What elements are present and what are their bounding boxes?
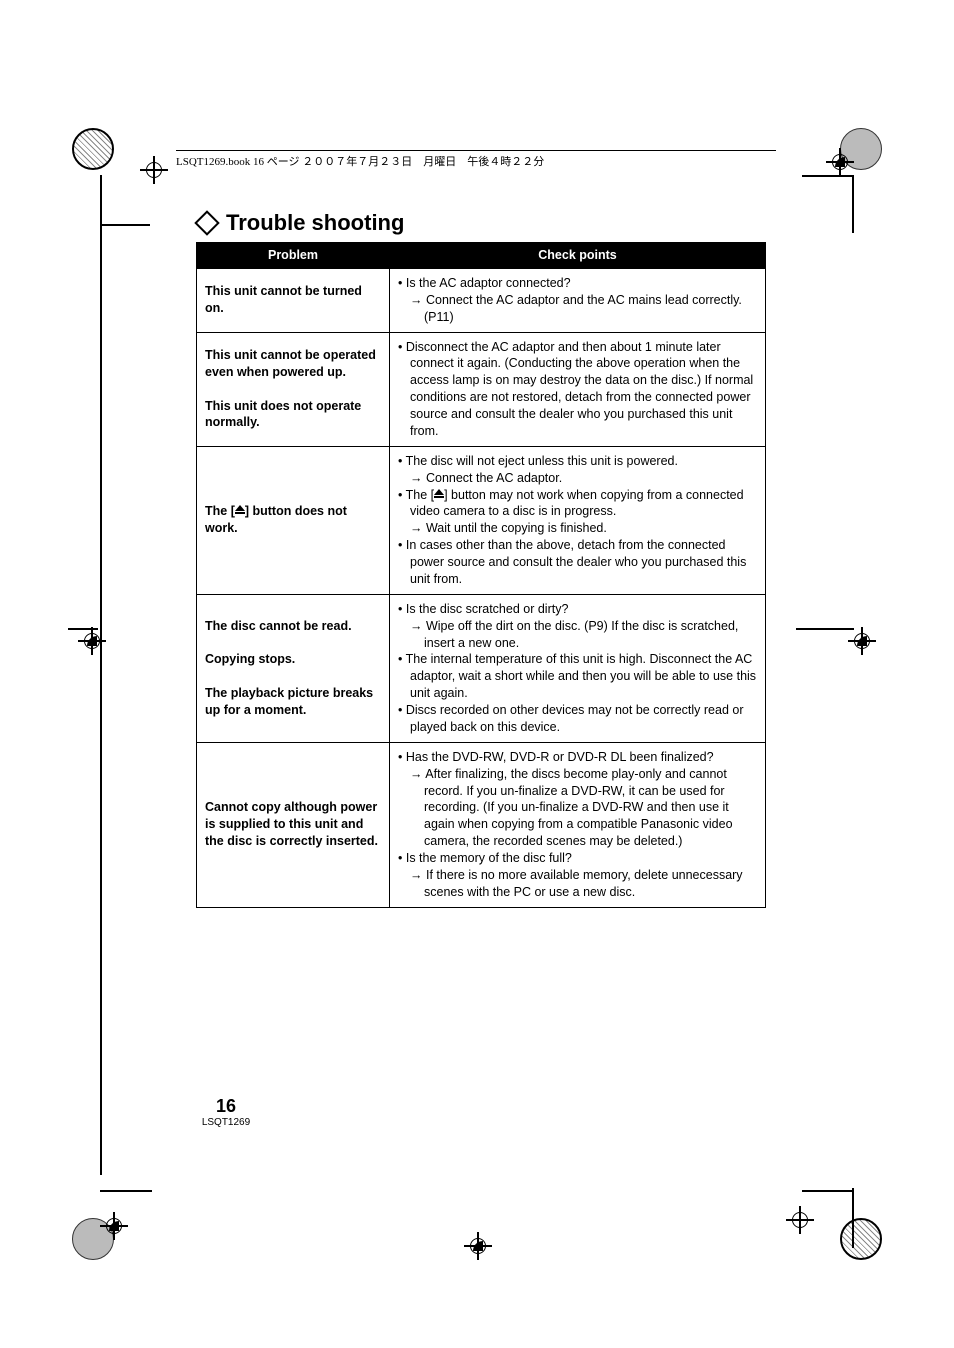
reg-mark-mid-right [848, 627, 876, 655]
bullet-item: • Has the DVD-RW, DVD-R or DVD-R DL been… [398, 749, 757, 766]
col-header-check: Check points [390, 243, 766, 269]
check-cell: • Disconnect the AC adaptor and then abo… [390, 332, 766, 446]
page-number: 16 [196, 1096, 256, 1117]
col-header-problem: Problem [197, 243, 390, 269]
frame-line [68, 628, 98, 630]
bullet-item: • The [] button may not work when copyin… [398, 487, 757, 521]
doc-code: LSQT1269 [196, 1117, 256, 1128]
problem-cell: The [] button does not work. [197, 446, 390, 594]
reg-mark-top-left [140, 156, 168, 184]
problem-cell: Cannot copy although power is supplied t… [197, 742, 390, 907]
bullet-item: • Is the disc scratched or dirty? [398, 601, 757, 618]
main-content: Trouble shooting Problem Check points Th… [196, 210, 766, 908]
table-row: This unit cannot be turned on.• Is the A… [197, 268, 766, 332]
frame-line [802, 175, 854, 177]
arrow-item: → After finalizing, the discs become pla… [398, 766, 757, 850]
crop-mark-bottom-right-outer [840, 1218, 882, 1260]
diamond-icon [194, 210, 219, 235]
table-row: Cannot copy although power is supplied t… [197, 742, 766, 907]
reg-mark-bottom-right [786, 1206, 814, 1234]
check-cell: • Is the AC adaptor connected?→ Connect … [390, 268, 766, 332]
frame-line [802, 1190, 854, 1192]
eject-icon [434, 489, 444, 499]
page-header-bar: LSQT1269.book 16 ページ ２００７年７月２３日 月曜日 午後４時… [176, 150, 776, 169]
crop-mark-top-left-outer [72, 128, 114, 170]
header-text: LSQT1269.book 16 ページ ２００７年７月２３日 月曜日 午後４時… [176, 156, 544, 168]
frame-line [100, 224, 150, 226]
bullet-item: • The internal temperature of this unit … [398, 651, 757, 702]
check-cell: • The disc will not eject unless this un… [390, 446, 766, 594]
reg-mark-top-right [826, 148, 854, 176]
arrow-item: → Connect the AC adaptor. [398, 470, 757, 487]
arrow-item: → Wait until the copying is finished. [398, 520, 757, 537]
page-title: Trouble shooting [226, 210, 404, 236]
bullet-item: • Is the AC adaptor connected? [398, 275, 757, 292]
problem-cell: This unit cannot be operated even when p… [197, 332, 390, 446]
check-cell: • Has the DVD-RW, DVD-R or DVD-R DL been… [390, 742, 766, 907]
table-row: The [] button does not work. • The disc w… [197, 446, 766, 594]
bullet-item: • In cases other than the above, detach … [398, 537, 757, 588]
bullet-item: • Discs recorded on other devices may no… [398, 702, 757, 736]
frame-line [100, 1190, 152, 1192]
bullet-item: • Is the memory of the disc full? [398, 850, 757, 867]
arrow-item: → If there is no more available memory, … [398, 867, 757, 901]
check-cell: • Is the disc scratched or dirty?→ Wipe … [390, 594, 766, 742]
table-row: This unit cannot be operated even when p… [197, 332, 766, 446]
arrow-item: → Wipe off the dirt on the disc. (P9) If… [398, 618, 757, 652]
frame-line [852, 175, 854, 233]
bullet-item: • Disconnect the AC adaptor and then abo… [398, 339, 757, 440]
troubleshooting-table: Problem Check points This unit cannot be… [196, 242, 766, 908]
table-row: The disc cannot be read. Copying stops. … [197, 594, 766, 742]
page-footer: 16 LSQT1269 [196, 1096, 256, 1128]
problem-cell: The disc cannot be read. Copying stops. … [197, 594, 390, 742]
title-row: Trouble shooting [196, 210, 766, 236]
reg-mark-bottom-center [464, 1232, 492, 1260]
problem-cell: This unit cannot be turned on. [197, 268, 390, 332]
eject-icon [235, 505, 245, 515]
frame-line [852, 1188, 854, 1248]
bullet-item: • The disc will not eject unless this un… [398, 453, 757, 470]
frame-line [100, 175, 102, 1175]
frame-line [796, 628, 854, 630]
reg-mark-bottom-left [100, 1212, 128, 1240]
arrow-item: → Connect the AC adaptor and the AC main… [398, 292, 757, 326]
